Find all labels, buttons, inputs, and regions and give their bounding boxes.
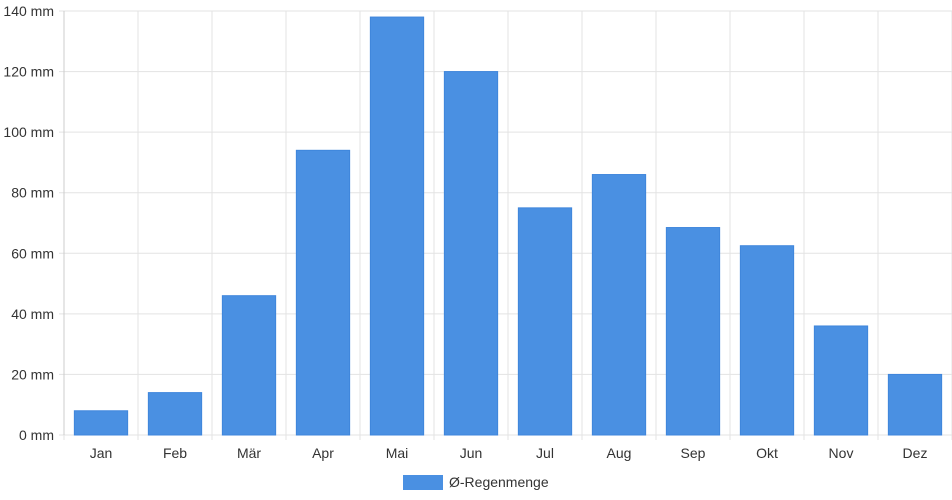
x-tick-label: Feb <box>163 445 187 461</box>
bar-nov[interactable] <box>813 325 869 436</box>
x-tick-label: Mai <box>386 445 409 461</box>
x-tick-label: Apr <box>312 445 334 461</box>
bar-dez[interactable] <box>887 373 943 436</box>
x-axis: Jan Feb Mär Apr Mai Jun Jul Aug Sep Okt Nov Dez <box>90 445 928 461</box>
bar-jun[interactable] <box>443 71 499 436</box>
y-tick-label: 0 mm <box>19 427 54 443</box>
y-tick-label: 40 mm <box>11 306 54 322</box>
grid <box>59 10 952 440</box>
bar-okt[interactable] <box>739 245 795 436</box>
y-axis: 0 mm 20 mm 40 mm 60 mm 80 mm 100 mm 120 mm 140 … <box>3 3 54 443</box>
bar-mai[interactable] <box>369 16 425 436</box>
x-tick-label: Mär <box>237 445 261 461</box>
legend-label: Ø-Regenmenge <box>449 474 549 490</box>
y-tick-label: 80 mm <box>11 185 54 201</box>
legend-swatch <box>403 475 443 490</box>
x-tick-label: Jun <box>460 445 483 461</box>
bar-apr[interactable] <box>295 149 351 436</box>
y-tick-label: 140 mm <box>3 3 54 19</box>
x-tick-label: Jan <box>90 445 113 461</box>
bars <box>73 16 943 436</box>
bar-mär[interactable] <box>221 295 277 436</box>
legend[interactable]: Ø-Regenmenge <box>403 474 549 490</box>
y-tick-label: 100 mm <box>3 124 54 140</box>
x-tick-label: Okt <box>756 445 778 461</box>
y-tick-label: 120 mm <box>3 64 54 80</box>
bar-aug[interactable] <box>591 174 647 436</box>
x-tick-label: Sep <box>681 445 706 461</box>
y-tick-label: 20 mm <box>11 366 54 382</box>
bar-sep[interactable] <box>665 227 721 436</box>
bar-jul[interactable] <box>517 207 573 436</box>
y-tick-label: 60 mm <box>11 245 54 261</box>
x-tick-label: Aug <box>607 445 632 461</box>
bar-jan[interactable] <box>73 410 129 436</box>
x-tick-label: Nov <box>829 445 854 461</box>
x-tick-label: Jul <box>536 445 554 461</box>
bar-feb[interactable] <box>147 392 203 436</box>
x-tick-label: Dez <box>903 445 928 461</box>
